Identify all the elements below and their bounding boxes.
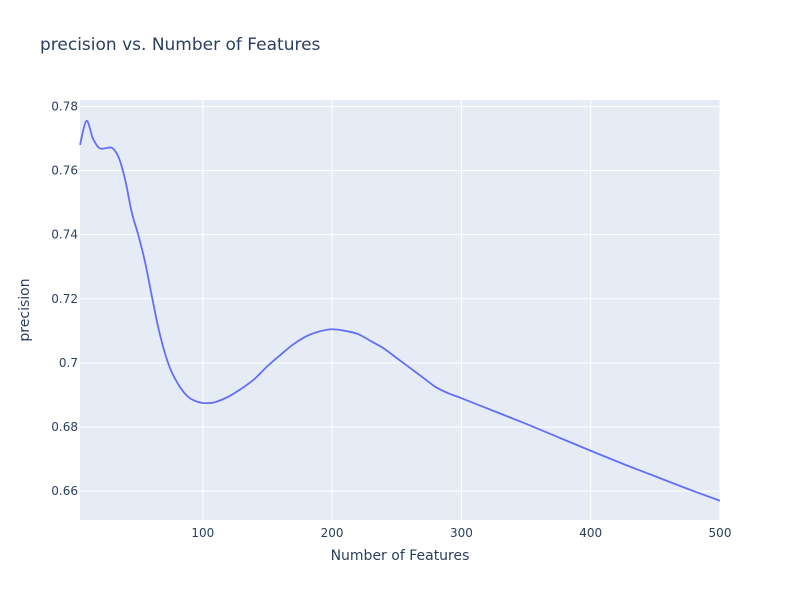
chart-title: precision vs. Number of Features bbox=[40, 35, 321, 55]
y-axis-title: precision bbox=[17, 278, 33, 341]
y-tick-label: 0.72 bbox=[51, 292, 78, 306]
x-tick-label: 100 bbox=[191, 526, 214, 540]
y-tick-label: 0.68 bbox=[51, 420, 78, 434]
y-tick-label: 0.78 bbox=[51, 99, 78, 113]
x-tick-label: 400 bbox=[579, 526, 602, 540]
x-tick-labels: 100 200 300 400 500 bbox=[191, 526, 731, 540]
grid-lines bbox=[80, 100, 721, 520]
y-tick-labels: 0.66 0.68 0.7 0.72 0.74 0.76 0.78 bbox=[51, 99, 78, 498]
x-tick-label: 200 bbox=[321, 526, 344, 540]
plot-area bbox=[80, 100, 720, 520]
x-axis-title: Number of Features bbox=[331, 548, 470, 564]
y-tick-label: 0.7 bbox=[59, 356, 78, 370]
x-tick-label: 300 bbox=[450, 526, 473, 540]
x-tick-label: 500 bbox=[709, 526, 732, 540]
y-tick-label: 0.74 bbox=[51, 228, 78, 242]
y-tick-label: 0.66 bbox=[51, 484, 78, 498]
series-line bbox=[79, 119, 721, 502]
series-layer bbox=[79, 119, 721, 502]
y-tick-label: 0.76 bbox=[51, 164, 78, 178]
